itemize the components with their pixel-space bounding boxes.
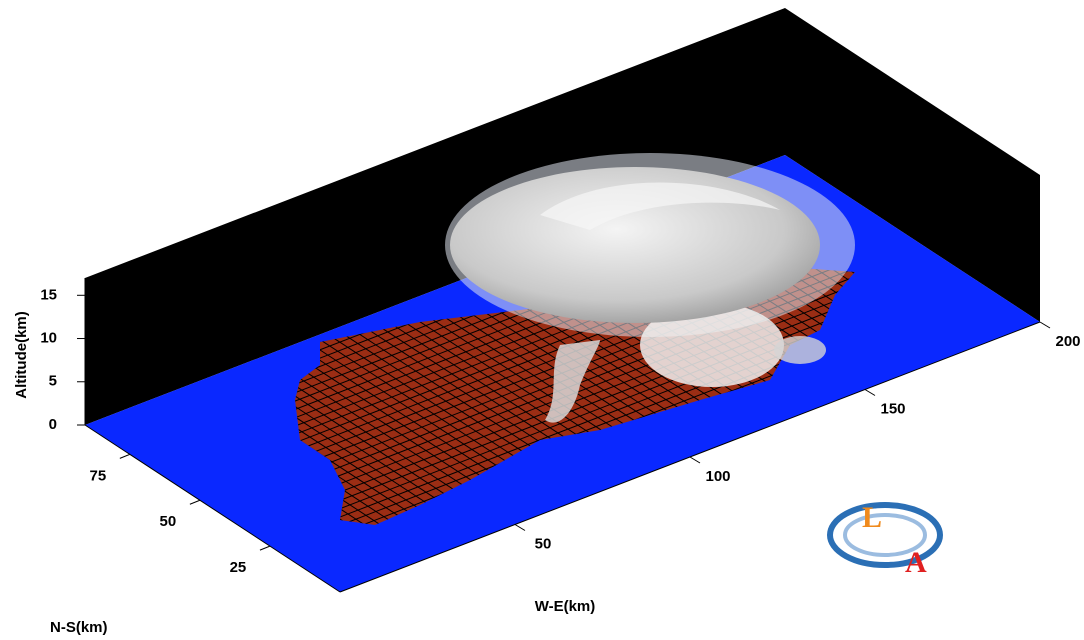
- z-tick-label: 5: [49, 373, 57, 390]
- y-tick-label: 50: [160, 513, 177, 530]
- page: {"chart_data": {"type": "scene3d", "xlab…: [0, 0, 1084, 640]
- y-tick: [120, 454, 130, 458]
- z-tick-label: 15: [40, 286, 57, 303]
- x-tick-label: 100: [705, 468, 730, 485]
- z-tick-label: 0: [49, 416, 57, 433]
- y-tick: [260, 546, 270, 550]
- x-tick-label: 50: [535, 535, 552, 552]
- y-tick: [190, 500, 200, 504]
- logo-letter: L: [862, 501, 882, 534]
- x-axis-label: W-E(km): [535, 598, 596, 615]
- x-tick: [1040, 322, 1050, 328]
- logo-letter: A: [905, 546, 927, 579]
- z-tick-label: 10: [40, 329, 57, 346]
- x-tick: [690, 457, 700, 463]
- y-axis-label: N-S(km): [50, 619, 108, 636]
- x-tick: [515, 525, 525, 531]
- x-tick: [865, 390, 875, 396]
- y-tick-label: 25: [230, 559, 247, 576]
- x-tick-label: 200: [1055, 333, 1080, 350]
- z-axis-label: Altitude(km): [13, 311, 30, 399]
- x-tick-label: 150: [880, 400, 905, 417]
- y-tick-label: 75: [89, 467, 106, 484]
- cloud-fragment: [774, 336, 826, 364]
- logo: L A: [830, 501, 940, 579]
- chart: 50 100 150 200 25 50 75 0 5 10 15 L A W-E(km) N-S(…: [0, 0, 1084, 640]
